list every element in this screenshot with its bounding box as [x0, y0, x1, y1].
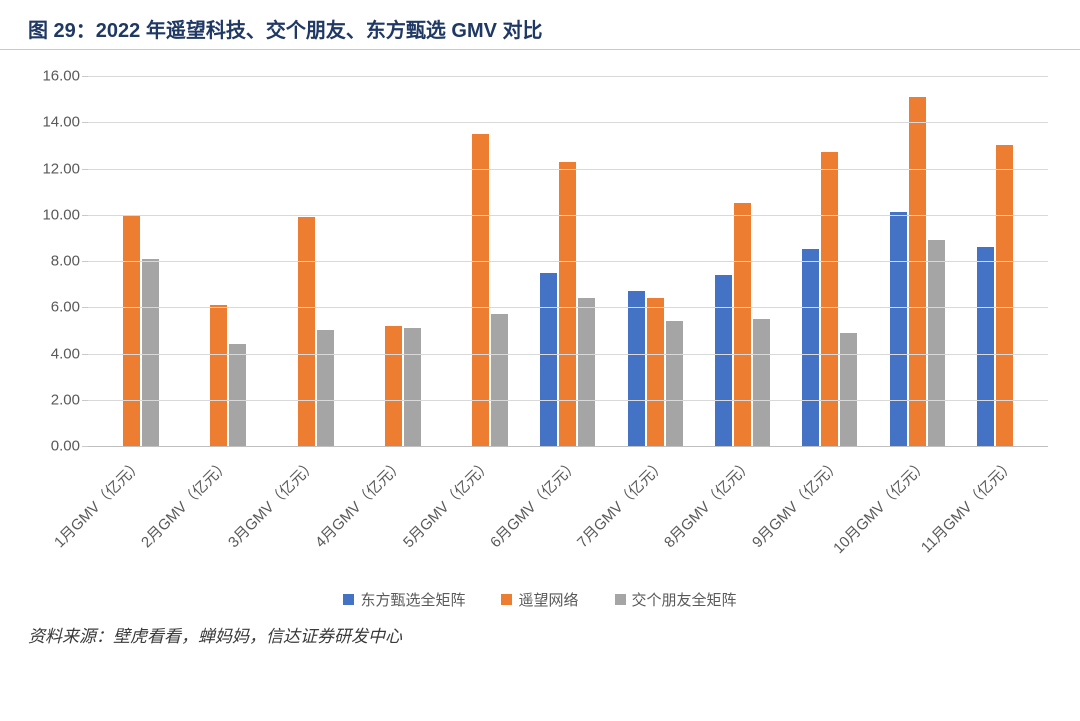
legend-item: 遥望网络	[501, 589, 578, 610]
y-axis-label: 2.00	[51, 391, 80, 408]
bar	[928, 240, 945, 446]
chart-title: 图 29：2022 年遥望科技、交个朋友、东方甄选 GMV 对比	[0, 0, 1080, 50]
bar	[753, 319, 770, 446]
bar	[734, 203, 751, 446]
bar	[578, 298, 595, 446]
bar	[647, 298, 664, 446]
gridline	[88, 122, 1048, 123]
gridline	[88, 215, 1048, 216]
source-note: 资料来源：壁虎看看，蝉妈妈，信达证券研发中心	[0, 618, 1080, 647]
y-axis-label: 14.00	[42, 114, 80, 131]
bar	[142, 259, 159, 446]
gridline	[88, 76, 1048, 77]
bar	[666, 321, 683, 446]
bar	[715, 275, 732, 446]
bar	[802, 249, 819, 446]
plot-area: 0.002.004.006.008.0010.0012.0014.0016.00	[88, 76, 1048, 446]
chart-container: 0.002.004.006.008.0010.0012.0014.0016.00…	[10, 58, 1070, 618]
bar	[628, 291, 645, 446]
legend-item: 东方甄选全矩阵	[343, 589, 465, 610]
gridline	[88, 446, 1048, 447]
gridline	[88, 354, 1048, 355]
legend: 东方甄选全矩阵 遥望网络 交个朋友全矩阵	[10, 589, 1070, 610]
legend-swatch	[615, 594, 626, 605]
legend-label: 遥望网络	[518, 589, 578, 610]
bar	[909, 97, 926, 446]
legend-label: 东方甄选全矩阵	[360, 589, 465, 610]
bar	[229, 344, 246, 446]
bar	[210, 305, 227, 446]
gridline	[88, 261, 1048, 262]
y-axis-label: 16.00	[42, 68, 80, 85]
y-axis-label: 0.00	[51, 438, 80, 455]
bar	[977, 247, 994, 446]
bar	[840, 333, 857, 446]
x-axis-labels: 1月GMV（亿元）2月GMV（亿元）3月GMV（亿元）4月GMV（亿元）5月GM…	[88, 450, 1048, 570]
bar	[298, 217, 315, 446]
bar	[123, 215, 140, 446]
y-axis-label: 12.00	[42, 160, 80, 177]
bar	[317, 330, 334, 446]
y-axis-label: 10.00	[42, 206, 80, 223]
bar	[385, 326, 402, 446]
gridline	[88, 169, 1048, 170]
bar	[890, 212, 907, 446]
bar	[540, 273, 557, 446]
bar	[491, 314, 508, 446]
x-axis-label: 1月GMV（亿元）	[49, 454, 147, 552]
legend-swatch	[501, 594, 512, 605]
y-axis-label: 6.00	[51, 299, 80, 316]
bar	[996, 145, 1013, 446]
legend-item: 交个朋友全矩阵	[615, 589, 737, 610]
gridline	[88, 307, 1048, 308]
bar	[821, 152, 838, 446]
bar	[559, 162, 576, 446]
legend-label: 交个朋友全矩阵	[632, 589, 737, 610]
legend-swatch	[343, 594, 354, 605]
y-axis-label: 4.00	[51, 345, 80, 362]
y-axis-label: 8.00	[51, 253, 80, 270]
gridline	[88, 400, 1048, 401]
bar	[404, 328, 421, 446]
